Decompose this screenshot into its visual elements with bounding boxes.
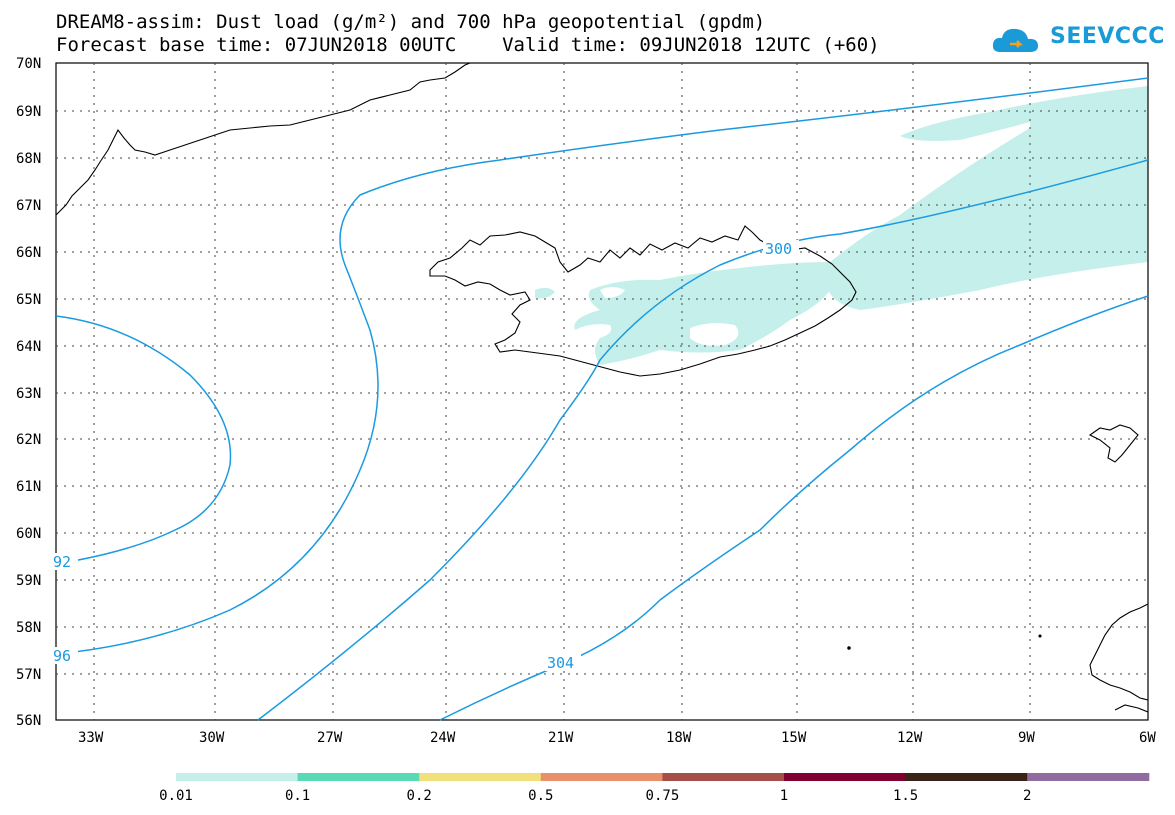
lon-label: 33W — [78, 730, 104, 746]
lat-label: 65N — [16, 292, 41, 308]
title-line-2: Forecast base time: 07JUN2018 00UTC Vali… — [56, 34, 880, 56]
dust-plume-east — [828, 86, 1148, 310]
map-frame — [55, 62, 1149, 721]
dust-spot-west — [535, 287, 555, 299]
scotland-coast — [1089, 603, 1149, 701]
logo-text: SEEVCCC — [1050, 24, 1165, 49]
lat-label: 59N — [16, 573, 41, 589]
colorbar-label: 0.2 — [407, 788, 432, 804]
dust-iceland — [574, 262, 830, 365]
faroe-coast — [1088, 424, 1139, 463]
colorbar-swatch — [297, 773, 420, 781]
lat-label: 58N — [16, 620, 41, 636]
lat-label: 57N — [16, 667, 41, 683]
lon-label: 12W — [897, 730, 923, 746]
lon-label: 6W — [1139, 730, 1156, 746]
colorbar-swatch — [176, 773, 299, 781]
colorbar-swatch — [419, 773, 542, 781]
colorbar-label: 1 — [780, 788, 788, 804]
lon-label: 18W — [666, 730, 692, 746]
colorbar-label: 0.75 — [646, 788, 680, 804]
colorbar-label: 0.5 — [528, 788, 553, 804]
lon-label: 27W — [317, 730, 343, 746]
coastlines — [55, 62, 1149, 713]
colorbar-label: 0.01 — [159, 788, 193, 804]
lat-label: 69N — [16, 104, 41, 120]
longitude-labels: 33W 30W 27W 24W 21W 18W 15W 12W 9W 6W — [78, 730, 1156, 746]
lat-label: 56N — [16, 713, 41, 729]
contour-label-300: 300 — [765, 240, 792, 258]
lat-label: 70N — [16, 56, 41, 72]
inland-clear — [575, 287, 739, 346]
contour-292 — [55, 315, 232, 565]
lat-label: 66N — [16, 245, 41, 261]
contour-label-304: 304 — [547, 654, 574, 672]
contour-labels: 92 96 304 300 — [52, 240, 799, 672]
lon-label: 24W — [430, 730, 456, 746]
geopotential-contours — [55, 77, 1149, 721]
lat-label: 61N — [16, 479, 41, 495]
lon-label: 9W — [1018, 730, 1035, 746]
colorbar-label: 1.5 — [893, 788, 918, 804]
dust-load-shading — [535, 86, 1148, 365]
colorbar-label: 0.1 — [285, 788, 310, 804]
contour-label-292: 92 — [53, 553, 71, 571]
colorbar-swatch — [784, 773, 907, 781]
lon-label: 15W — [781, 730, 807, 746]
lat-label: 63N — [16, 386, 41, 402]
lat-label: 64N — [16, 339, 41, 355]
colorbar: 0.01 0.1 0.2 0.5 0.75 1 1.5 2 — [159, 773, 1150, 804]
contour-label-296: 96 — [53, 647, 71, 665]
colorbar-label: 2 — [1023, 788, 1031, 804]
lon-label: 30W — [199, 730, 225, 746]
colorbar-swatch — [662, 773, 785, 781]
latitude-labels: 70N 69N 68N 67N 66N 65N 64N 63N 62N 61N … — [16, 56, 41, 729]
lat-label: 60N — [16, 526, 41, 542]
colorbar-swatch — [905, 773, 1028, 781]
graticule — [56, 63, 1148, 720]
lat-label: 67N — [16, 198, 41, 214]
cloud-logo-icon — [992, 28, 1038, 52]
iceland-coast — [429, 225, 857, 377]
colorbar-swatch — [540, 773, 663, 781]
contour-296 — [55, 77, 1149, 655]
greenland-coast — [55, 62, 471, 216]
lon-label: 21W — [548, 730, 574, 746]
colorbar-swatch — [1027, 773, 1150, 781]
title-line-1: DREAM8-assim: Dust load (g/m²) and 700 h… — [56, 11, 766, 33]
contour-300 — [257, 159, 1149, 721]
lat-label: 68N — [16, 151, 41, 167]
lat-label: 62N — [16, 432, 41, 448]
